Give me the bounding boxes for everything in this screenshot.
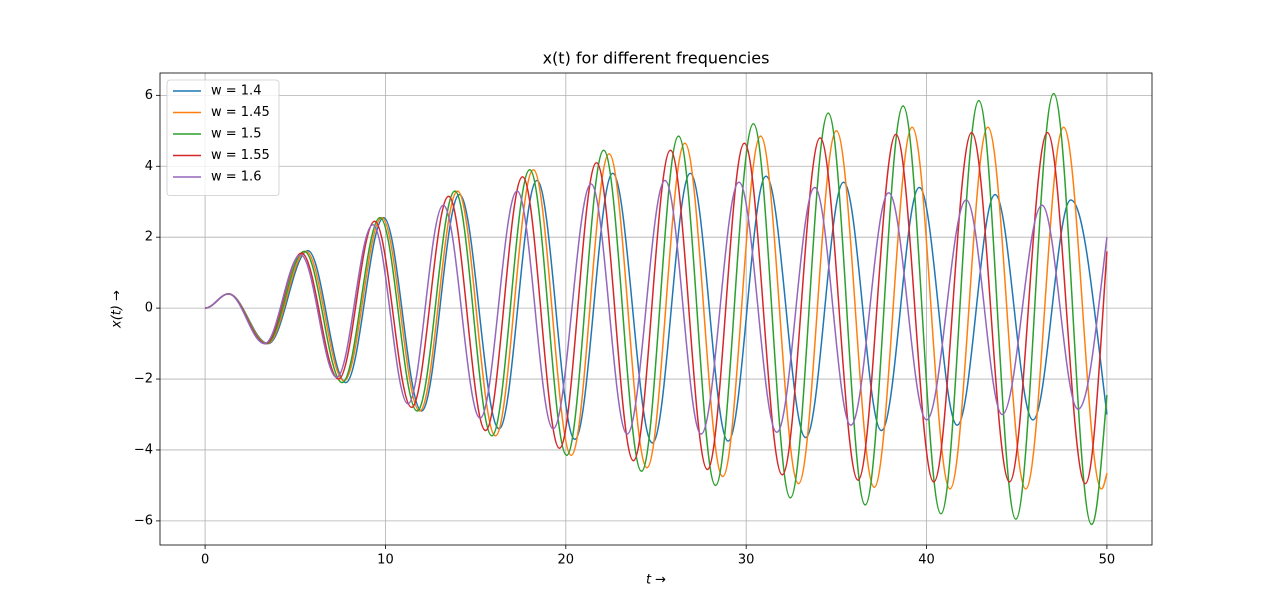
x-tick-label: 50 [1099, 553, 1116, 568]
y-tick-label: 0 [145, 301, 153, 316]
x-axis-label: t → [646, 573, 666, 588]
chart-title: x(t) for different frequencies [543, 49, 770, 68]
data-line [204, 179, 1108, 435]
y-tick-label: −4 [134, 442, 153, 457]
y-tick-label: 4 [145, 159, 153, 174]
legend-box [166, 79, 280, 196]
data-line [204, 92, 1108, 526]
legend-label: w = 1.4 [211, 84, 261, 99]
x-tick-label: 40 [918, 553, 935, 568]
x-tick-label: 20 [558, 553, 575, 568]
legend-label: w = 1.6 [211, 170, 261, 185]
data-line [204, 131, 1108, 485]
legend-label: w = 1.45 [211, 105, 270, 120]
x-tick-label: 30 [738, 553, 755, 568]
data-line [204, 126, 1108, 490]
y-tick-label: −2 [134, 372, 153, 387]
x-tick-label: 0 [201, 553, 209, 568]
x-tick-label: 10 [377, 553, 394, 568]
legend-label: w = 1.5 [211, 127, 261, 142]
data-line [204, 172, 1108, 444]
legend-label: w = 1.55 [211, 148, 270, 163]
y-tick-label: 6 [145, 88, 153, 103]
y-tick-label: 2 [145, 230, 153, 245]
y-tick-label: −6 [134, 513, 153, 528]
axes-frame [159, 72, 1153, 546]
y-axis-label: x(t) → [110, 290, 125, 329]
